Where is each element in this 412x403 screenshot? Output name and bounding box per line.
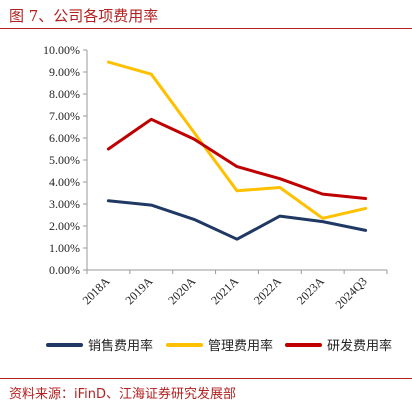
legend-label: 管理费用率 <box>208 338 273 354</box>
y-tick-label: 8.00% <box>49 87 80 101</box>
y-tick-label: 7.00% <box>49 109 80 123</box>
y-axis: 0.00% 1.00% 2.00% 3.00% 4.00% 5.00% 6.00% 7.00%… <box>43 43 88 277</box>
legend-label: 研发费用率 <box>327 338 392 354</box>
legend-label: 销售费用率 <box>88 338 153 354</box>
y-tick-label: 3.00% <box>49 197 80 211</box>
y-tick-label: 6.00% <box>49 131 80 145</box>
x-tick-label: 2021A <box>208 274 241 307</box>
y-tick-label: 9.00% <box>49 65 80 79</box>
series-line-2 <box>106 60 368 220</box>
x-axis: 2018A 2019A 2020A 2021A 2022A 2023A 2024Q3 <box>80 269 388 311</box>
y-tick-label: 2.00% <box>49 219 80 233</box>
x-tick-label: 2019A <box>122 274 155 307</box>
series-line-3 <box>106 117 368 200</box>
x-tick-label: 2022A <box>251 274 284 307</box>
series-line-1 <box>106 199 368 241</box>
y-tick-label: 10.00% <box>43 43 80 57</box>
figure-title: 图 7、公司各项费用率 <box>9 7 159 25</box>
series-lines <box>106 60 368 241</box>
x-tick-label: 2023A <box>294 274 327 307</box>
footer-divider <box>0 378 412 379</box>
title-divider <box>0 28 412 29</box>
x-tick-label: 2018A <box>80 274 113 307</box>
y-tick-label: 5.00% <box>49 153 80 167</box>
x-tick-label: 2020A <box>165 274 198 307</box>
x-tick-label: 2024Q3 <box>332 274 369 311</box>
legend: 销售费用率 管理费用率 研发费用率 <box>46 338 392 354</box>
y-tick-label: 4.00% <box>49 175 80 189</box>
y-tick-label: 0.00% <box>49 263 80 277</box>
y-tick-label: 1.00% <box>49 241 80 255</box>
expense-ratio-line-chart: 0.00% 1.00% 2.00% 3.00% 4.00% 5.00% 6.00% 7.00%… <box>43 43 392 354</box>
source-note: 资料来源：iFinD、江海证券研究发展部 <box>9 387 237 402</box>
